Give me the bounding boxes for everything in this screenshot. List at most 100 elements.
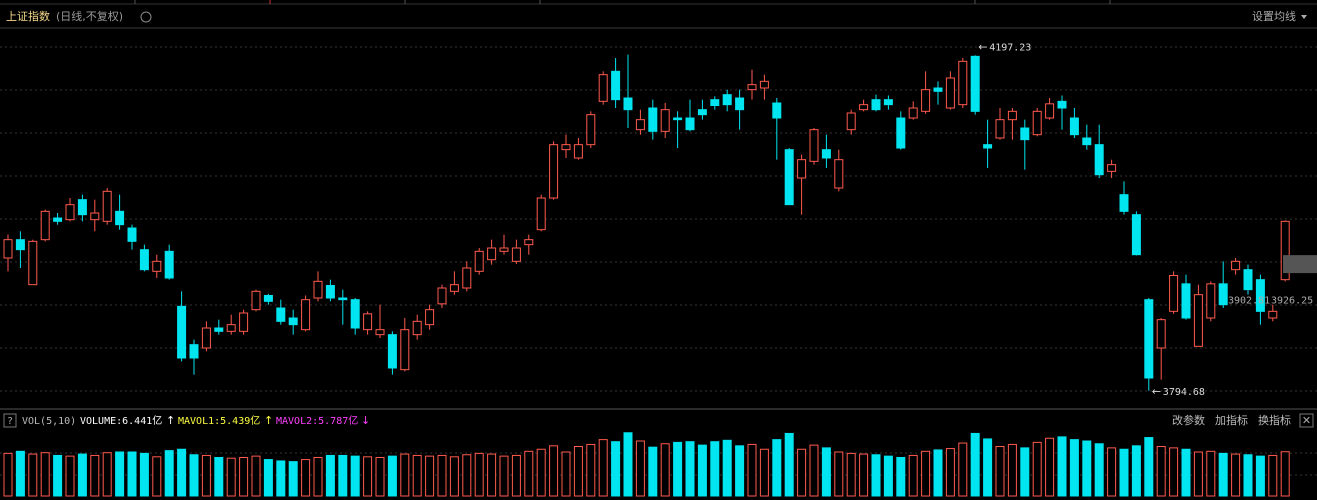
volume-bar <box>313 457 323 497</box>
candle-body <box>945 77 955 109</box>
volume-bar <box>1231 453 1241 497</box>
volume-bar <box>102 452 112 497</box>
volume-bar <box>908 454 918 497</box>
candle-body <box>139 249 149 271</box>
volume-bar <box>1193 451 1203 497</box>
volume-bar <box>722 439 732 497</box>
volume-bar <box>821 447 831 497</box>
max-label: 4197.23 <box>989 42 1031 53</box>
candle-body <box>735 97 745 111</box>
volume-bar <box>3 452 13 497</box>
price-box <box>1283 255 1317 274</box>
help[interactable]: ? <box>7 416 13 427</box>
volume-bar <box>412 454 422 497</box>
mavol2-text: MAVOL2:5.787亿 <box>276 414 358 427</box>
panel-button[interactable]: 加指标 <box>1215 413 1248 427</box>
candle-body <box>821 149 831 159</box>
candle-body <box>177 305 187 359</box>
volume-bar <box>648 446 658 497</box>
volume-bar <box>511 454 521 497</box>
close-box[interactable] <box>1299 413 1314 428</box>
candle-body <box>387 334 397 369</box>
volume-bar <box>474 452 484 497</box>
volume-bar <box>239 457 249 497</box>
candle-body <box>1218 283 1228 306</box>
subtitle: (日线,不复权) <box>56 9 123 23</box>
candle-body <box>536 197 546 231</box>
volume-bar <box>189 454 199 497</box>
candle-body <box>1032 110 1042 136</box>
candle-body <box>921 89 931 112</box>
candle-body <box>28 240 38 286</box>
candle-body <box>375 329 385 336</box>
settings-icon[interactable] <box>140 11 152 23</box>
candle-body <box>660 109 670 132</box>
candle-body <box>685 117 695 131</box>
volume-bar <box>524 450 534 497</box>
close[interactable]: ✕ <box>1302 414 1311 427</box>
candle-body <box>759 80 769 89</box>
panel-button[interactable]: 换指标 <box>1258 413 1291 427</box>
candle-body <box>883 99 893 106</box>
volume-bar <box>685 441 695 497</box>
volume-bar <box>437 454 447 497</box>
candle-body <box>325 285 335 299</box>
candle-body <box>487 247 497 261</box>
volume-bar <box>325 454 335 497</box>
candle-body <box>214 327 224 332</box>
volume-bar <box>1169 447 1179 497</box>
volume-bar <box>598 439 608 497</box>
volume-bar <box>462 454 472 497</box>
panel-button[interactable]: 改参数 <box>1172 413 1205 427</box>
volume-bar <box>660 443 670 497</box>
help-box[interactable] <box>3 413 17 428</box>
volume-bar <box>127 451 137 497</box>
candle-body <box>288 317 298 326</box>
volume-bar <box>735 445 745 497</box>
candle-body <box>995 119 1005 139</box>
candle-body <box>127 227 137 242</box>
candle-body <box>1107 164 1117 172</box>
volume-bar <box>1069 439 1079 497</box>
candle-body <box>524 239 534 246</box>
volume-bar <box>350 455 360 497</box>
volume-bar <box>1007 443 1017 497</box>
candle-body <box>1280 220 1290 281</box>
candle-body <box>809 129 819 162</box>
volume-bar <box>1144 437 1154 497</box>
candle-body <box>908 107 918 119</box>
candle-body <box>561 144 571 151</box>
candle-body <box>871 99 881 111</box>
volume-bar <box>846 452 856 497</box>
candle-body <box>970 55 980 112</box>
volume-bar <box>425 455 435 497</box>
candle-body <box>1082 137 1092 146</box>
ma-menu[interactable]: 设置均线 <box>1252 9 1296 23</box>
volume-bar <box>958 442 968 497</box>
volume-bar <box>1280 451 1290 497</box>
candle-body <box>635 119 645 131</box>
volume-bar <box>1156 446 1166 497</box>
candle-body <box>412 320 422 336</box>
volume-bar <box>214 457 224 497</box>
volume-bar <box>400 453 410 497</box>
candle-body <box>1119 194 1129 212</box>
volume-bar <box>1045 437 1055 497</box>
volume-bar <box>747 443 757 497</box>
volume-bar <box>772 439 782 497</box>
volume-bar <box>673 441 683 497</box>
candle-body <box>102 190 112 222</box>
vol-name: VOL(5,10) <box>22 416 76 427</box>
candle-body <box>449 284 459 292</box>
volume-bar <box>499 455 509 497</box>
candle-body <box>846 112 856 131</box>
candle-body <box>251 290 261 311</box>
volume-bar <box>921 450 931 497</box>
volume-bar <box>611 441 621 497</box>
max-arrow: ← <box>978 40 987 53</box>
volume-bar <box>164 450 174 497</box>
candle-body <box>65 204 75 221</box>
volume-bar <box>809 444 819 497</box>
candle-body <box>40 210 50 241</box>
candle-body <box>189 344 199 359</box>
